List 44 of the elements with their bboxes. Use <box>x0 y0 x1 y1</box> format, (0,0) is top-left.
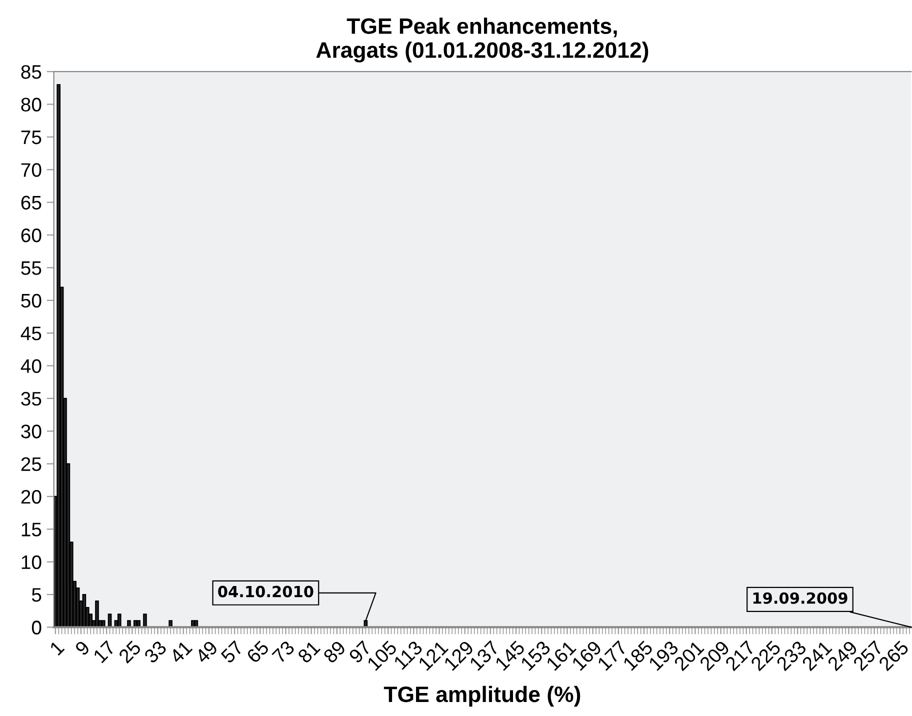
y-tick-label: 50 <box>21 294 42 308</box>
bar <box>194 620 198 628</box>
y-tick-label: 70 <box>21 163 42 177</box>
y-tick-label: 40 <box>20 359 42 373</box>
x-tick-label: 41 <box>168 640 193 664</box>
y-tick-label: 5 <box>32 588 42 602</box>
bar <box>117 614 122 628</box>
y-tick-label: 45 <box>20 326 42 340</box>
bar <box>95 600 99 628</box>
x-tick-label: 89 <box>322 640 346 664</box>
y-tick-label: 85 <box>21 65 42 79</box>
bar <box>127 620 131 628</box>
y-tick-label: 65 <box>21 196 42 210</box>
x-tick-label: 33 <box>143 640 168 664</box>
x-tick-label: 17 <box>92 640 116 664</box>
x-tick-label: 1 <box>49 640 65 656</box>
x-tick-label: 265 <box>878 640 910 672</box>
x-tick-label: 25 <box>118 640 142 664</box>
x-tick-label: 81 <box>296 640 321 664</box>
y-tick-label: 80 <box>21 98 42 112</box>
y-tick-label: 25 <box>21 457 42 472</box>
bar <box>168 620 172 628</box>
bar <box>56 84 61 628</box>
bar <box>136 620 140 628</box>
y-tick-label: 0 <box>32 620 42 634</box>
y-tick-label: 35 <box>21 392 42 406</box>
annotation: 19.09.2009 <box>753 592 848 604</box>
y-tick-label: 30 <box>21 424 42 438</box>
y-tick-label: 75 <box>21 130 42 144</box>
y-tick-label: 10 <box>22 555 42 570</box>
y-tick-label: 60 <box>21 228 42 242</box>
chart-title: TGE Peak enhancements, Aragats (01.01.2008-31.12.2012) <box>316 18 648 62</box>
x-tick-label: 57 <box>220 640 244 664</box>
y-tick-label: 20 <box>21 490 42 504</box>
annotation: 04.10.2010 <box>218 586 314 598</box>
y-tick-label: 55 <box>21 261 42 275</box>
bar <box>143 614 147 628</box>
bar <box>101 620 106 628</box>
x-tick-label: 73 <box>271 640 296 664</box>
x-tick-label: 49 <box>194 640 218 664</box>
x-tick-label: 65 <box>246 640 270 664</box>
x-tick-label: 9 <box>74 640 90 656</box>
y-tick-label: 15 <box>22 522 42 536</box>
x-axis-title: TGE amplitude (%) <box>384 686 580 707</box>
